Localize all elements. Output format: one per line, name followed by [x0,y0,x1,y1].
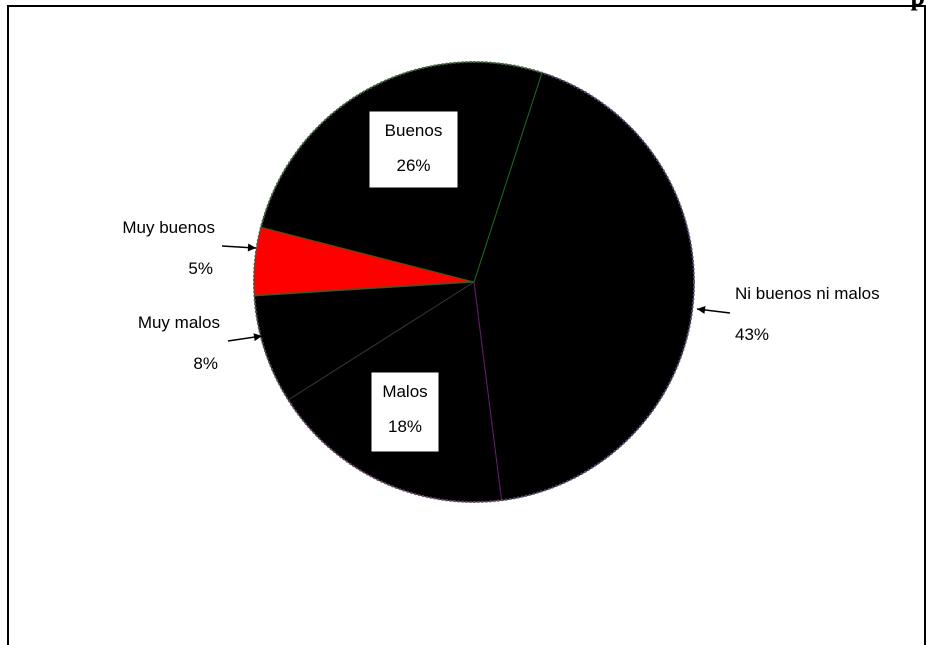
slice-label-buenos: Buenos [385,121,443,140]
label-box-buenos [368,110,459,189]
pie-chart: Ni buenos ni malos 43% Malos 18% Muy malos 8%… [122,61,880,503]
slice-value-malos: 18% [388,417,422,436]
slice-label-muy-malos: Muy malos [138,313,220,332]
slice-value-muy-buenos: 5% [188,259,213,278]
slice-value-ni-buenos-ni-malos: 43% [735,325,769,344]
leader-arrowhead-ni-buenos-ni-malos [697,305,706,314]
slice-value-muy-malos: 8% [193,354,218,373]
pie-slices [253,61,695,503]
leader-arrowhead-muy-buenos [247,243,256,252]
pie-labels: Ni buenos ni malos 43% Malos 18% Muy malos 8%… [122,110,880,453]
slice-label-muy-buenos: Muy buenos [122,218,215,237]
slice-label-ni-buenos-ni-malos: Ni buenos ni malos [735,284,880,303]
chart-frame [7,5,926,645]
slice-value-buenos: 26% [396,156,430,175]
label-box-malos [370,371,440,453]
pie-outline [253,61,695,503]
chart-title-fragment: p [911,0,925,12]
leader-arrowhead-muy-malos [253,333,262,342]
slice-label-malos: Malos [382,382,427,401]
